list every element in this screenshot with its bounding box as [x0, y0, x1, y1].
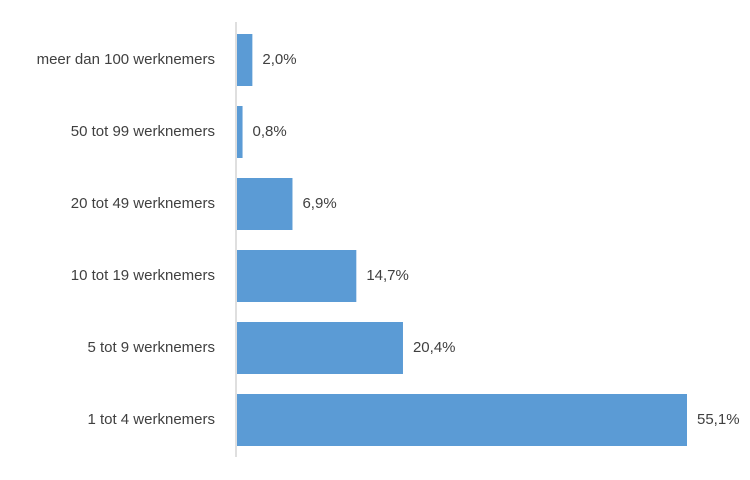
bar — [237, 394, 687, 446]
data-label: 14,7% — [366, 267, 409, 284]
data-label: 2,0% — [262, 51, 296, 68]
data-label: 55,1% — [697, 411, 740, 428]
y-tick-label: 1 tot 4 werknemers — [87, 411, 215, 428]
bar — [237, 178, 293, 230]
y-tick-label: 50 tot 99 werknemers — [71, 123, 215, 140]
y-tick-label: meer dan 100 werknemers — [37, 51, 215, 68]
bar — [237, 106, 243, 158]
data-label: 6,9% — [302, 195, 336, 212]
bar — [237, 322, 403, 374]
bar — [237, 34, 253, 86]
data-label: 0,8% — [253, 123, 287, 140]
y-tick-label: 10 tot 19 werknemers — [71, 267, 215, 284]
y-tick-label: 20 tot 49 werknemers — [71, 195, 215, 212]
data-label: 20,4% — [413, 339, 456, 356]
bar — [237, 250, 357, 302]
y-tick-label: 5 tot 9 werknemers — [87, 339, 215, 356]
